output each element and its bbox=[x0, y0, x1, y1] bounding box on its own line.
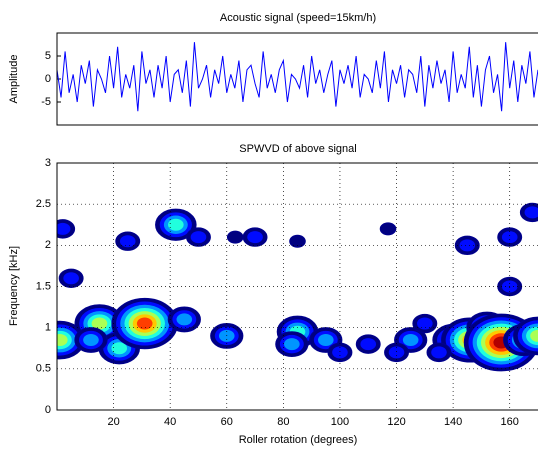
y-tick-label: 0 bbox=[45, 73, 51, 85]
signal-line bbox=[57, 42, 538, 112]
contour-blob bbox=[111, 342, 128, 355]
contour-blob bbox=[317, 334, 334, 347]
y-tick-label: 5 bbox=[45, 50, 51, 62]
contour-blob bbox=[530, 329, 538, 342]
contour-blob bbox=[284, 338, 300, 351]
y-tick-label: 0 bbox=[45, 404, 51, 416]
contour-blob bbox=[402, 334, 419, 347]
contour-blob bbox=[289, 234, 306, 248]
y-tick-label: 1.5 bbox=[36, 280, 51, 292]
contour-blob bbox=[379, 222, 397, 236]
contour-blob bbox=[176, 313, 193, 326]
bottom-y-label: Frequency [kHz] bbox=[8, 246, 20, 326]
contour-blob bbox=[524, 206, 538, 219]
x-axis-label: Roller rotation (degrees) bbox=[239, 434, 358, 446]
top-title: Acoustic signal (speed=15km/h) bbox=[220, 12, 376, 24]
contour-blob bbox=[247, 231, 263, 244]
contour-blob bbox=[332, 346, 348, 359]
x-tick-label: 120 bbox=[387, 416, 405, 428]
contour-blob bbox=[83, 334, 99, 347]
y-tick-label: -5 bbox=[41, 96, 51, 108]
y-tick-label: 0.5 bbox=[36, 363, 51, 375]
axes-frame bbox=[56, 162, 538, 411]
contour-blob bbox=[459, 239, 476, 252]
x-tick-label: 60 bbox=[221, 416, 233, 428]
y-tick-label: 2.5 bbox=[36, 198, 51, 210]
plot-area bbox=[57, 202, 538, 372]
x-tick-label: 80 bbox=[277, 416, 289, 428]
contour-blob bbox=[57, 334, 68, 347]
y-tick-label: 2 bbox=[45, 239, 51, 251]
x-tick-label: 40 bbox=[164, 416, 176, 428]
top-y-label: Amplitude bbox=[8, 55, 20, 104]
axes-frame bbox=[56, 32, 538, 126]
contour-blob bbox=[360, 338, 377, 351]
x-tick-label: 140 bbox=[444, 416, 462, 428]
contour-blob bbox=[501, 231, 518, 244]
contour-blob bbox=[91, 317, 108, 330]
y-tick-label: 1 bbox=[45, 322, 51, 334]
x-tick-label: 20 bbox=[107, 416, 119, 428]
contour-blob bbox=[63, 272, 79, 285]
y-tick-label: 3 bbox=[45, 157, 51, 169]
contour-blob bbox=[388, 346, 405, 359]
x-tick-label: 100 bbox=[331, 416, 349, 428]
contour-blob bbox=[57, 222, 71, 235]
contour-blob bbox=[190, 231, 207, 244]
x-tick-label: 160 bbox=[501, 416, 519, 428]
contour-blob bbox=[119, 235, 136, 248]
plot-area bbox=[57, 42, 538, 112]
contour-blob bbox=[136, 317, 153, 330]
contour-blob bbox=[417, 317, 433, 330]
bottom-title: SPWVD of above signal bbox=[239, 143, 356, 155]
contour-blob bbox=[168, 218, 184, 231]
contour-blob bbox=[431, 346, 447, 359]
contour-blob bbox=[226, 230, 244, 244]
